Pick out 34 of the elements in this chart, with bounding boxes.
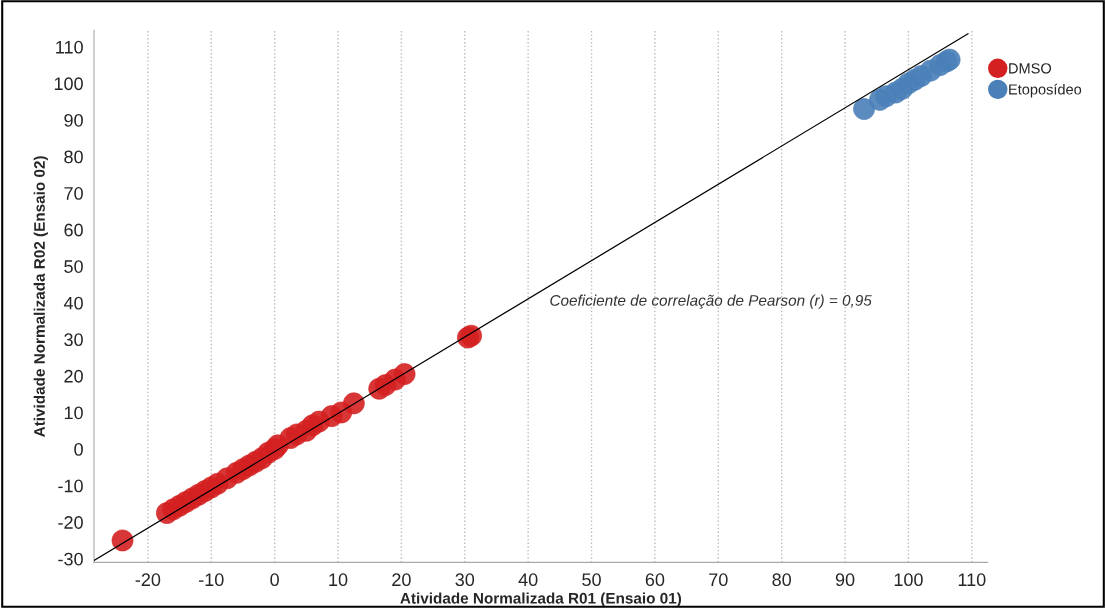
legend-label: Etoposídeo <box>1009 83 1082 98</box>
y-axis-title: Atividade Normalizada R02 (Ensaio 02) <box>33 156 48 437</box>
x-tick-label: 10 <box>329 573 348 587</box>
y-tick-label: 0 <box>74 442 83 456</box>
x-tick-label: 20 <box>392 573 411 587</box>
x-tick-label: 100 <box>894 573 923 587</box>
y-tick-label: 100 <box>54 77 83 91</box>
y-tick-label: 30 <box>64 333 83 347</box>
x-tick-label: 30 <box>455 573 475 587</box>
legend-label: DMSO <box>1009 63 1052 74</box>
x-tick-label: 60 <box>645 573 665 587</box>
x-tick-label: 70 <box>709 573 728 587</box>
y-tick-label: 50 <box>64 260 83 273</box>
x-tick-label: 50 <box>582 573 601 587</box>
x-tick-label: 90 <box>835 573 855 587</box>
y-tick-label: -10 <box>58 479 83 493</box>
x-tick-label: 80 <box>772 573 792 587</box>
x-tick-label: -20 <box>135 573 161 587</box>
y-tick-label: 70 <box>64 187 83 200</box>
x-tick-label: -10 <box>199 573 224 587</box>
y-tick-label: -30 <box>58 552 83 566</box>
y-tick-label: 60 <box>64 223 83 237</box>
x-tick-label: 40 <box>518 573 538 587</box>
y-tick-label: 10 <box>64 406 83 420</box>
y-tick-label: 20 <box>64 369 83 383</box>
y-tick-label: 80 <box>64 150 83 164</box>
y-tick-label: 40 <box>63 296 83 310</box>
x-axis-title: Atividade Normalizada R01 (Ensaio 01) <box>400 592 682 607</box>
x-tick-label: 110 <box>958 573 986 587</box>
y-tick-label: 90 <box>64 113 83 127</box>
annotation: Coeficiente de correlação de Pearson (r) = 0,95 <box>550 294 872 309</box>
y-tick-label: -20 <box>58 516 83 529</box>
y-tick-label: 110 <box>56 40 83 54</box>
x-tick-label: 0 <box>270 573 279 587</box>
